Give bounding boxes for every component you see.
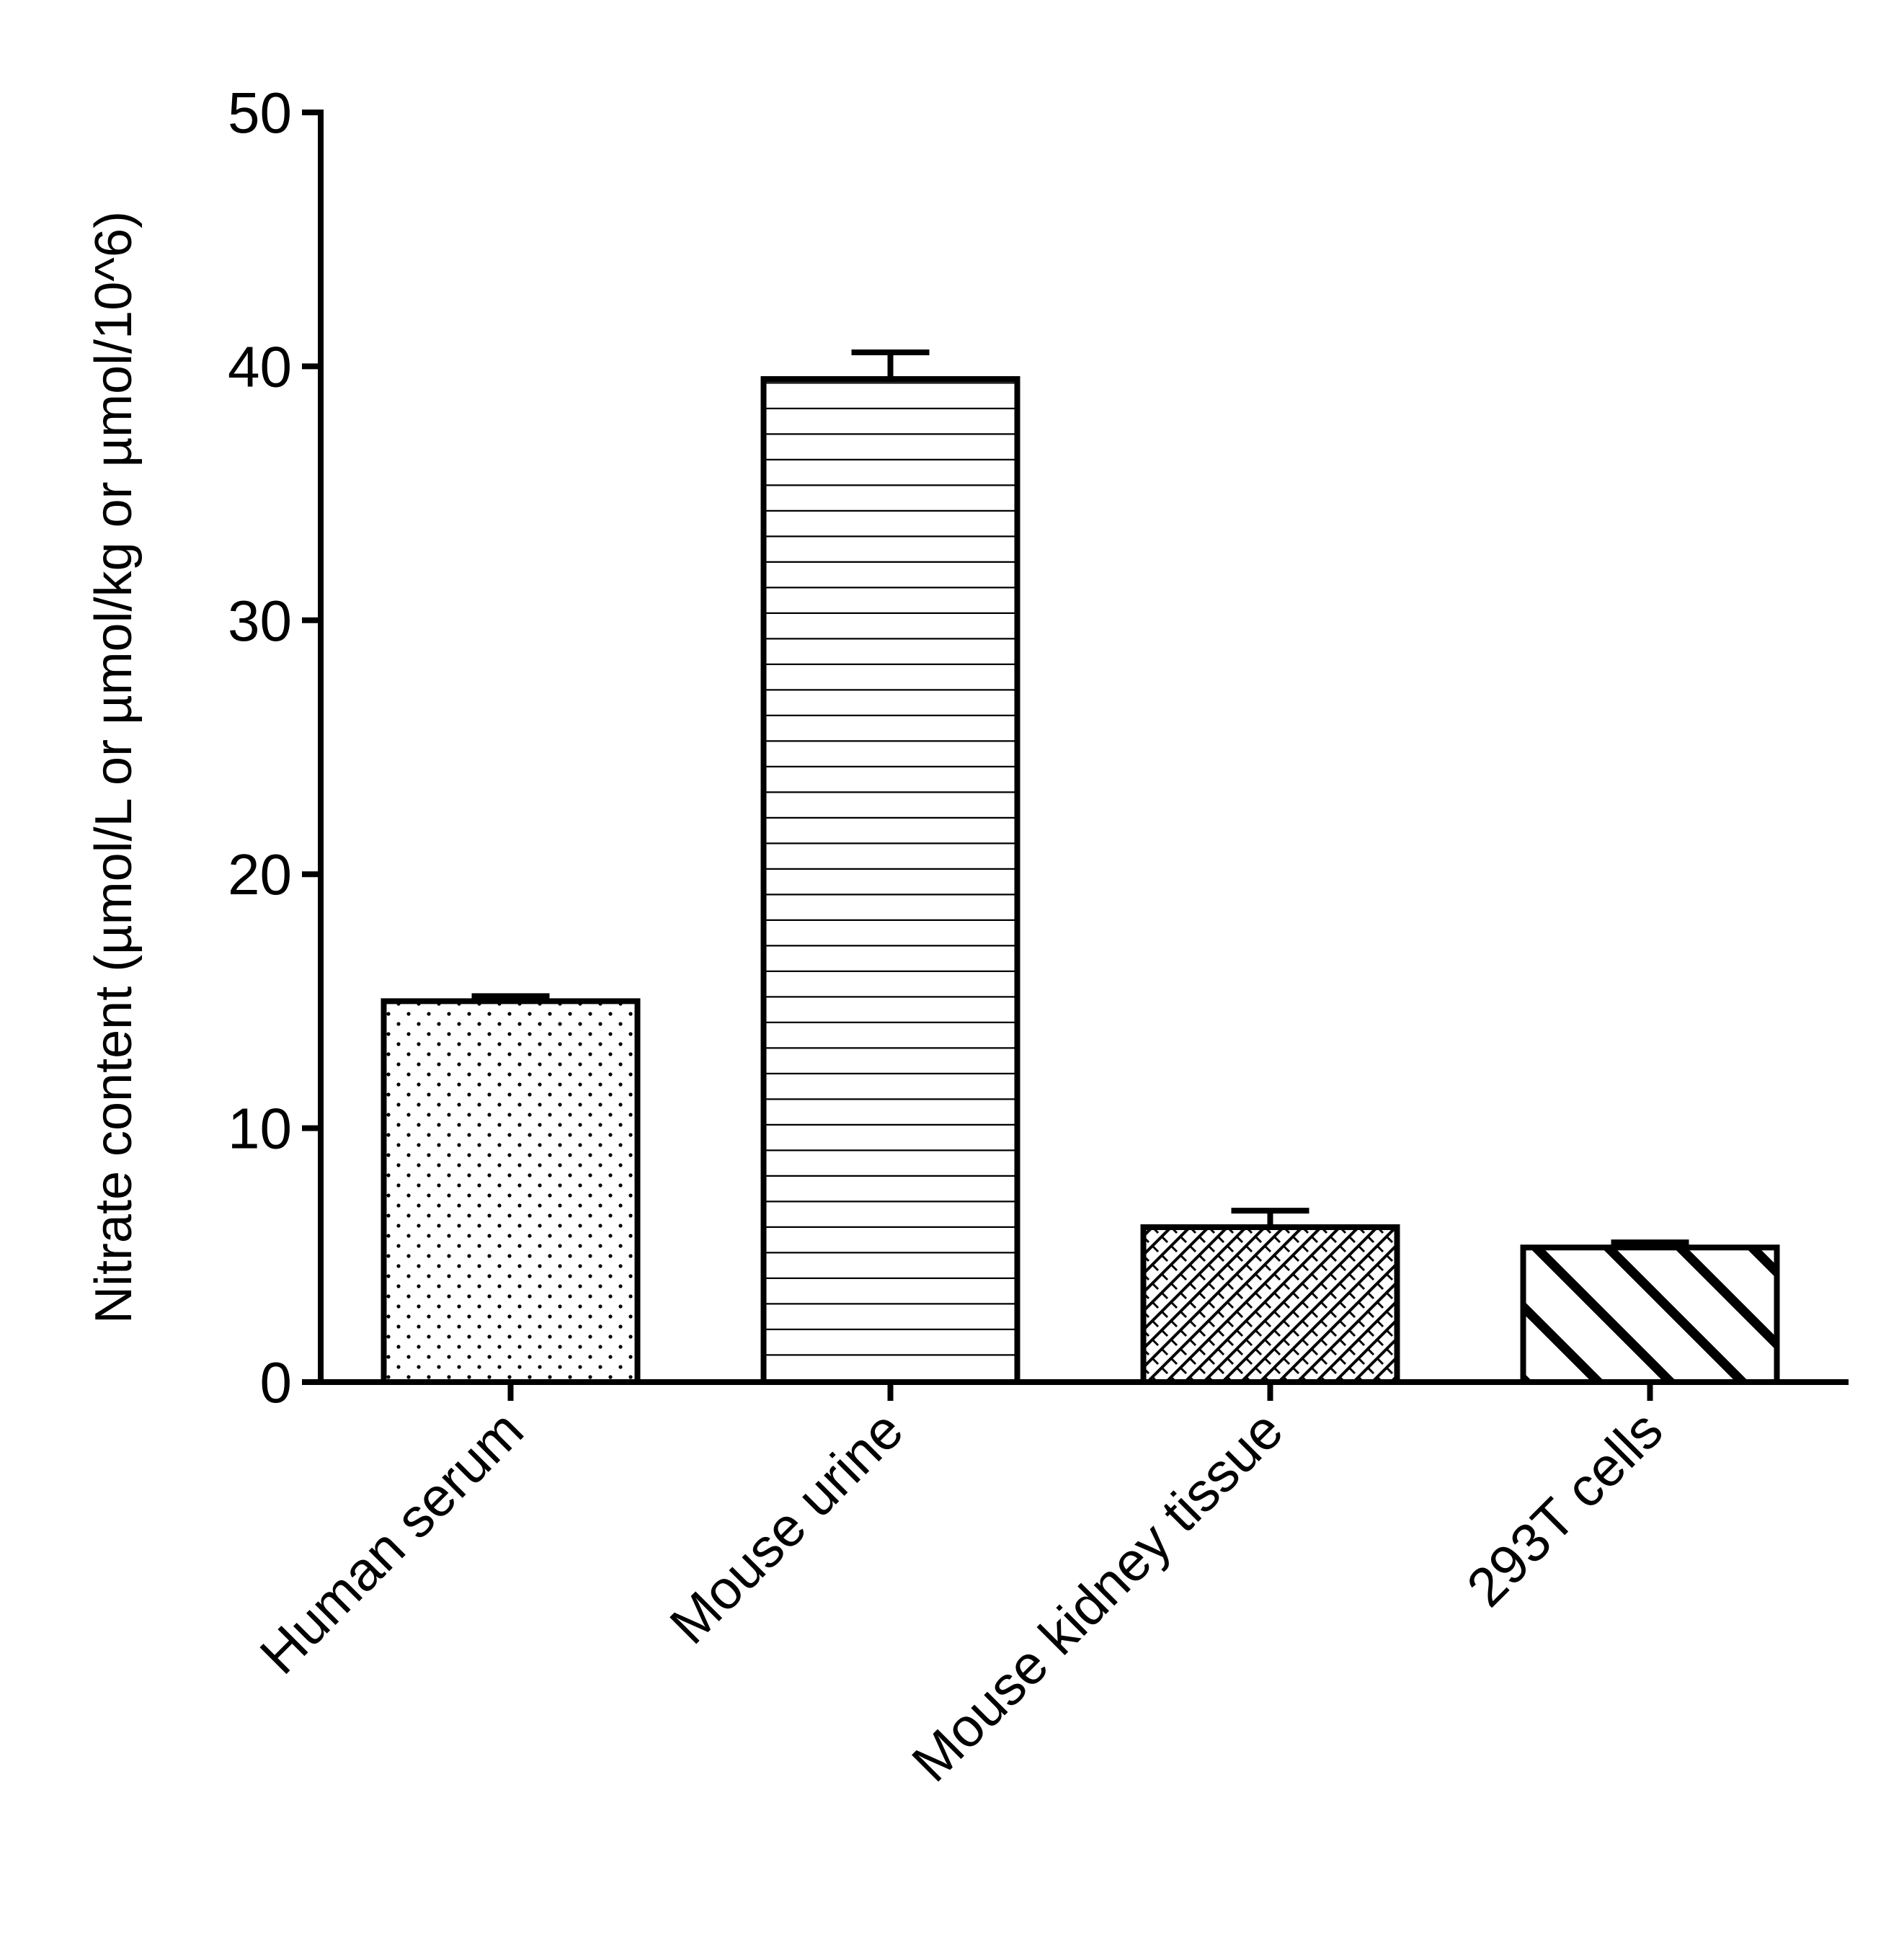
x-category-label: 293T cells: [1455, 1399, 1674, 1618]
y-tick-label: 50: [228, 81, 292, 145]
x-category-label: Mouse urine: [659, 1399, 915, 1656]
bar-mouse-urine: [760, 376, 1020, 1385]
axes: [318, 110, 1849, 1385]
bar-human-serum: [381, 998, 641, 1385]
y-tick-label: 40: [228, 334, 292, 398]
y-axis-title: Nitrate content (µmol/L or µmol/kg or µm…: [85, 211, 143, 1324]
error-bars-layer: [471, 349, 1689, 1248]
bars-layer: [381, 376, 1780, 1386]
y-tick-label: 30: [228, 589, 292, 653]
bar-mouse-kidney-tissue: [1140, 1224, 1400, 1386]
bar-293t-cells: [1520, 1244, 1780, 1386]
y-tick-label: 0: [260, 1350, 293, 1415]
x-category-label: Mouse kidney tissue: [901, 1399, 1295, 1794]
x-category-label: Human serum: [249, 1399, 535, 1686]
y-tick-label: 20: [228, 842, 292, 906]
y-tick-label: 10: [228, 1097, 292, 1161]
y-ticks: 0 10 20 30 40 50: [228, 81, 321, 1415]
